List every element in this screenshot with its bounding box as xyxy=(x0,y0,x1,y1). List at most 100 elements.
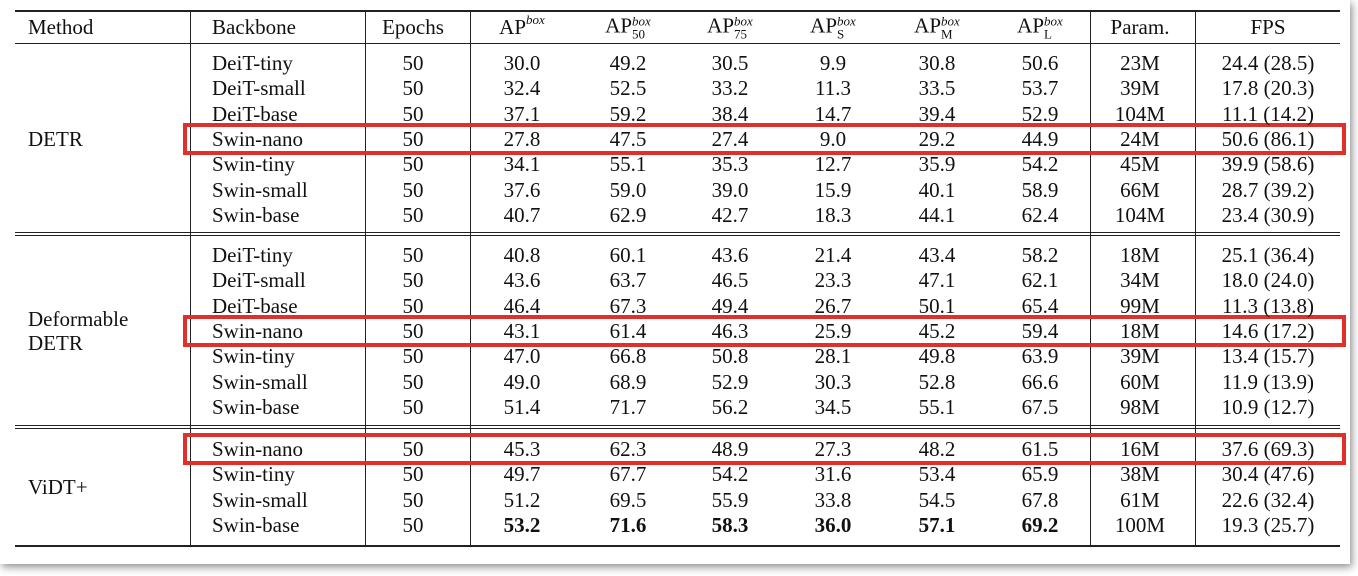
cell: 45.3 xyxy=(503,437,541,461)
cell: 37.6 (69.3) xyxy=(1221,437,1315,461)
cell: 58.2 xyxy=(1021,243,1059,267)
cell: 11.1 (14.2) xyxy=(1222,101,1314,126)
header-cell: AP box L xyxy=(1017,13,1063,42)
cell: 55.9 xyxy=(711,487,749,512)
cell: 23.4 (30.9) xyxy=(1221,202,1315,227)
cell: 42.7 xyxy=(711,202,749,227)
cell: 104M xyxy=(1114,202,1166,227)
cell: 12.7 xyxy=(814,152,852,177)
rule xyxy=(15,43,1340,44)
cell: 61.4 xyxy=(609,318,647,343)
header-cell: AP box S xyxy=(810,13,856,42)
cell: 40.1 xyxy=(918,177,956,202)
header-cell: Epochs xyxy=(382,15,444,39)
cell: 39M xyxy=(1120,344,1160,369)
cell: 30.3 xyxy=(814,369,852,394)
cell: 50 xyxy=(402,369,424,394)
cell: 43.6 xyxy=(711,243,749,267)
cell: 55.1 xyxy=(609,152,647,177)
cell: 34.5 xyxy=(814,394,852,419)
cell: DeiT-tiny xyxy=(212,51,293,75)
cell: 13.4 (15.7) xyxy=(1221,344,1315,369)
cell: 50 xyxy=(402,126,424,151)
cell: 51.2 xyxy=(503,487,541,512)
cell: Swin-small xyxy=(212,369,308,394)
column-rule xyxy=(365,10,366,545)
cell: 30.0 xyxy=(503,51,541,75)
cell: 10.9 (12.7) xyxy=(1221,394,1315,419)
header-cell: FPS xyxy=(1250,15,1286,39)
cell: 49.0 xyxy=(503,369,541,394)
header-cell: AP box 50 xyxy=(605,13,651,42)
cell: 37.1 xyxy=(503,101,541,126)
cell: Swin-nano xyxy=(212,437,303,461)
cell: 50 xyxy=(402,293,424,318)
cell: 39.0 xyxy=(711,177,749,202)
cell: 61.5 xyxy=(1021,437,1059,461)
cell: 23.3 xyxy=(814,268,852,293)
cell: 54.2 xyxy=(711,462,749,487)
rule xyxy=(15,425,1340,426)
cell: 59.2 xyxy=(609,101,647,126)
cell: 63.7 xyxy=(609,268,647,293)
cell: 67.7 xyxy=(609,462,647,487)
cell: Swin-tiny xyxy=(212,344,295,369)
cell: 18M xyxy=(1120,318,1160,343)
cell: 38.4 xyxy=(711,101,749,126)
header-cell: AP box xyxy=(499,12,545,39)
cell: 66.6 xyxy=(1021,369,1059,394)
cell: 50 xyxy=(402,51,424,75)
cell: 59.0 xyxy=(609,177,647,202)
cell: 50 xyxy=(402,243,424,267)
column-rule xyxy=(470,10,471,545)
cell: 35.3 xyxy=(711,152,749,177)
cell: 66M xyxy=(1120,177,1160,202)
cell: 60M xyxy=(1120,369,1160,394)
cell: 33.2 xyxy=(711,76,749,101)
cell: 100M xyxy=(1114,512,1166,537)
cell: 66.8 xyxy=(609,344,647,369)
cell: 18M xyxy=(1120,243,1160,267)
cell: 61M xyxy=(1120,487,1160,512)
cell: 99M xyxy=(1120,293,1160,318)
cell: 39.9 (58.6) xyxy=(1221,152,1315,177)
highlight-box xyxy=(183,314,1346,347)
cell: 43.6 xyxy=(503,268,541,293)
cell: 25.1 (36.4) xyxy=(1221,243,1315,267)
cell: 60.1 xyxy=(609,243,647,267)
cell: Swin-nano xyxy=(212,126,303,151)
cell: 33.8 xyxy=(814,487,852,512)
cell: 48.9 xyxy=(711,437,749,461)
cell: 62.1 xyxy=(1021,268,1059,293)
cell: 17.8 (20.3) xyxy=(1221,76,1315,101)
cell: 53.7 xyxy=(1021,76,1059,101)
cell: 52.9 xyxy=(711,369,749,394)
method-label: DETR xyxy=(28,126,83,151)
cell: 56.2 xyxy=(711,394,749,419)
cell: 19.3 (25.7) xyxy=(1221,512,1315,537)
cell: 27.8 xyxy=(503,126,541,151)
cell: 40.7 xyxy=(503,202,541,227)
cell: 50 xyxy=(402,76,424,101)
cell: 43.1 xyxy=(503,318,541,343)
cell: 52.5 xyxy=(609,76,647,101)
cell: 45.2 xyxy=(918,318,956,343)
cell: 50 xyxy=(402,437,424,461)
header-cell: Backbone xyxy=(212,15,296,39)
cell: 53.2 xyxy=(503,512,541,537)
rule xyxy=(15,10,1340,12)
cell: 49.8 xyxy=(918,344,956,369)
cell: 43.4 xyxy=(918,243,956,267)
header-cell: Param. xyxy=(1110,15,1170,39)
cell: 26.7 xyxy=(814,293,852,318)
cell: 37.6 xyxy=(503,177,541,202)
rule xyxy=(15,428,1340,429)
cell: 59.4 xyxy=(1021,318,1059,343)
cell: 50 xyxy=(402,512,424,537)
cell: 50 xyxy=(402,202,424,227)
cell: 32.4 xyxy=(503,76,541,101)
cell: 35.9 xyxy=(918,152,956,177)
cell: 18.0 (24.0) xyxy=(1221,268,1315,293)
cell: 34M xyxy=(1120,268,1160,293)
cell: 9.0 xyxy=(819,126,847,151)
